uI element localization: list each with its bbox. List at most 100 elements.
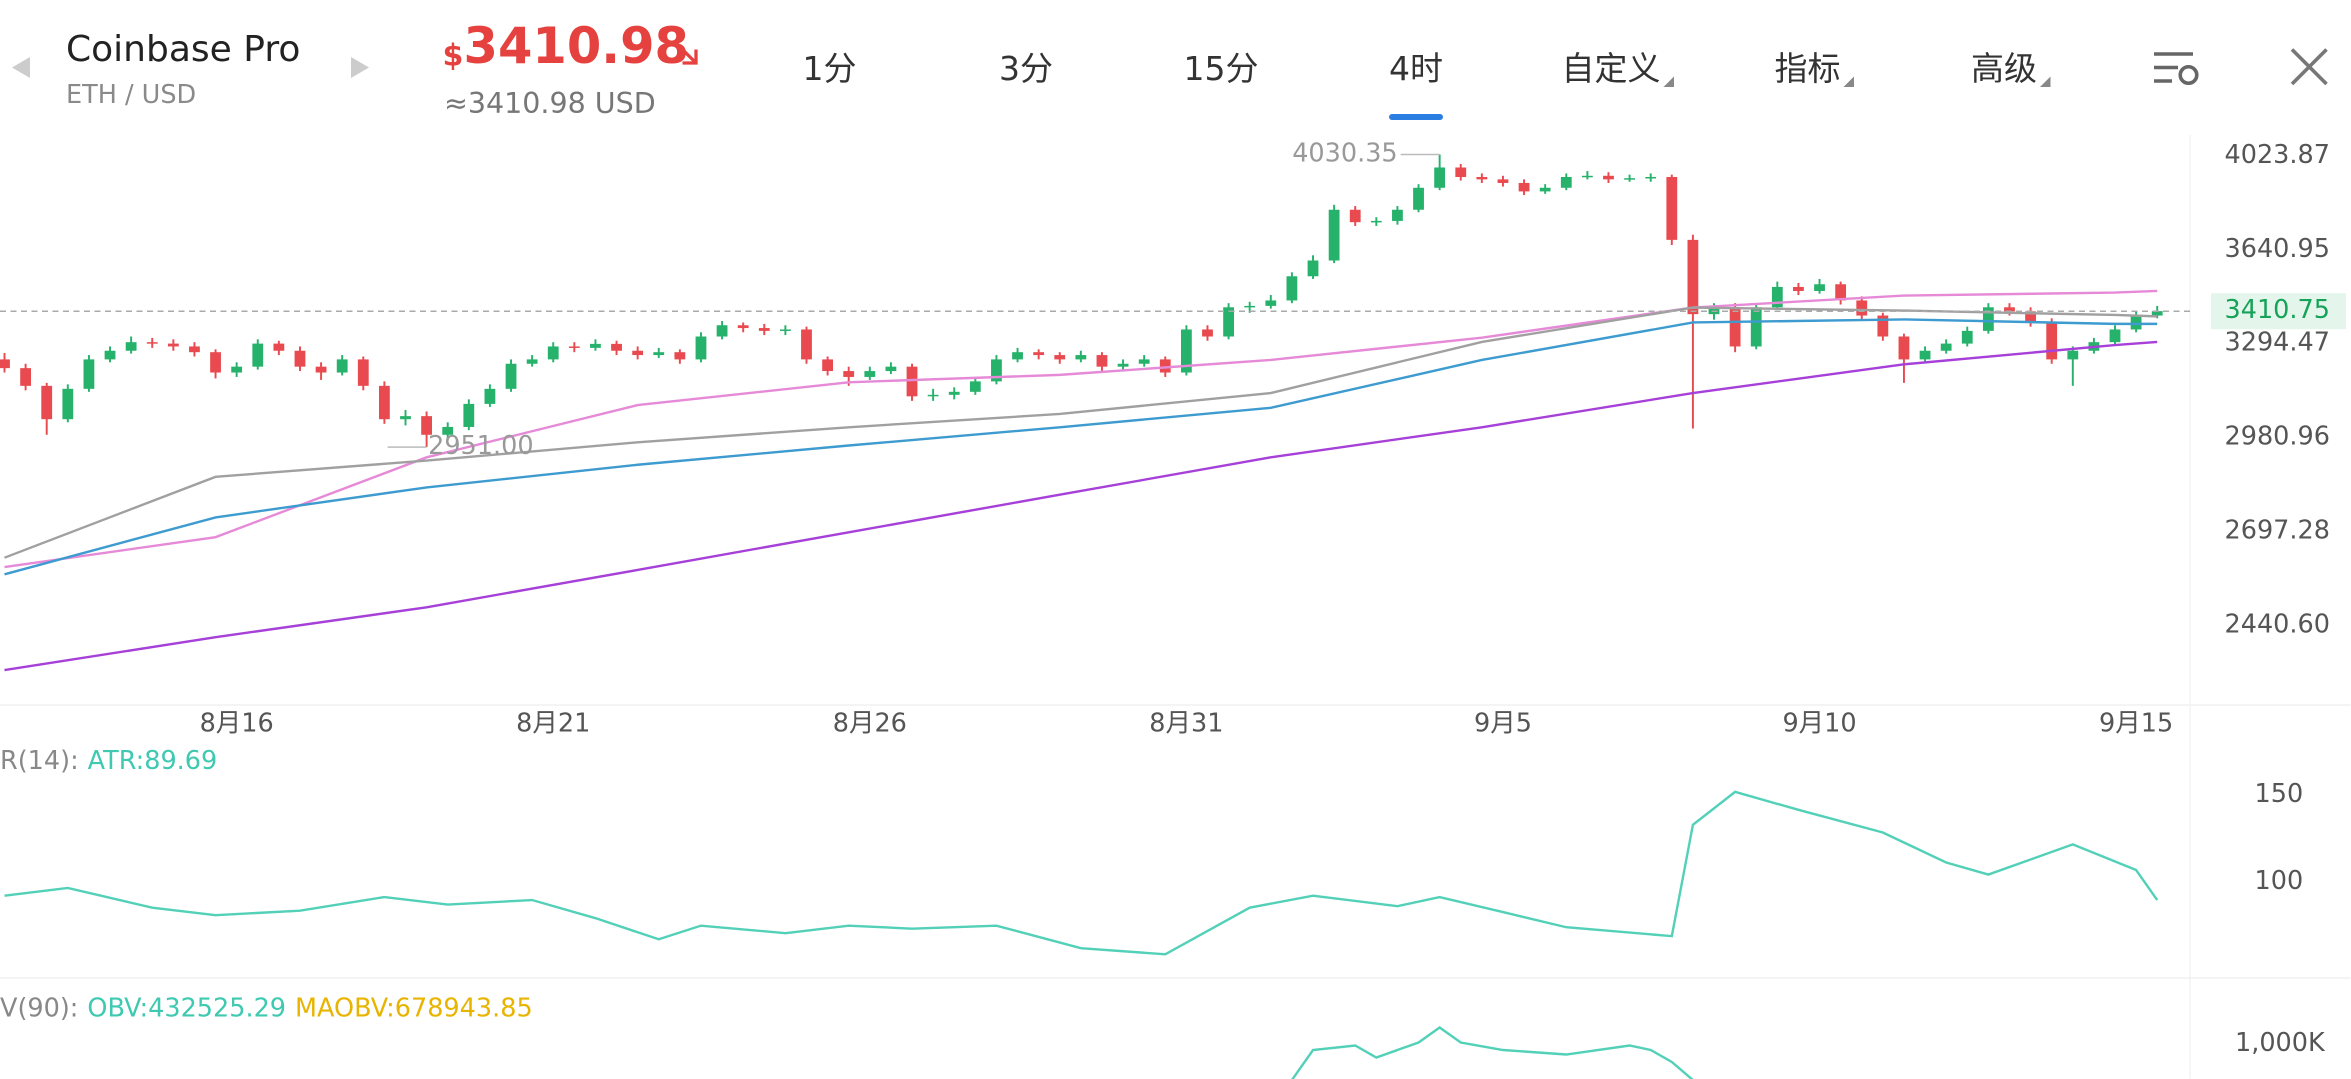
candle-body [357,359,369,386]
last-price-box [2211,293,2347,330]
prev-arrow[interactable] [12,57,31,79]
approx-price: ≈3410.98 USD [444,87,656,120]
candle-body [674,352,686,360]
candle-body [1497,179,1509,183]
candle-body [1856,300,1868,316]
candle-body [1603,175,1614,180]
candle-body [1244,305,1256,308]
candle-body [252,343,264,367]
candle-body [1539,187,1551,192]
line-series [4,289,2158,569]
candle-body [315,366,327,373]
candle-body [146,342,158,344]
candle-body [1518,182,1530,192]
annotation: 4030.35 [1292,139,1397,169]
candle-body [0,359,10,369]
candle-body [1202,329,1213,337]
tab[interactable]: 4时 [1389,49,1443,88]
candle-body [20,368,32,386]
candle-body [1307,260,1319,277]
tab[interactable]: 自定义 [1562,49,1661,88]
y-tick-label: 150 [2255,779,2304,809]
candle-body [1012,352,1023,360]
candle-body [568,346,580,348]
exchange: Coinbase Pro [66,29,300,70]
line-series [4,318,2158,576]
candle-body [822,359,833,372]
candle-body [1455,167,1467,177]
candle-body [1033,352,1045,356]
candle-body [1096,355,1108,367]
candle-body [611,343,622,351]
tab[interactable]: 指标 [1775,49,1841,88]
candle-body [1645,176,1657,179]
line-series [4,306,2158,559]
y-tick-label: 1,000K [2235,1028,2326,1058]
candle-body [2025,311,2036,323]
indicator-name: R(14): [0,746,79,776]
tab[interactable]: 高级 [1971,49,2037,88]
last-price-label: 3410.75 [2225,295,2330,325]
candle-body [885,366,897,372]
y-tick-label: 2980.96 [2225,422,2330,452]
candle-body [83,359,95,389]
candle-body [1117,363,1129,367]
candle-body [1159,359,1171,373]
candle-body [779,329,791,331]
candle-body [1075,355,1087,360]
line-series [1291,1026,1694,1079]
candle-body [2046,322,2058,360]
candle-body [716,325,728,337]
candle-body [484,388,496,404]
candle-body [969,381,981,392]
candle-body [2130,315,2142,330]
x-tick-label: 9月5 [1474,709,1532,739]
x-tick-label: 8月16 [200,709,274,739]
candle-body [1919,350,1931,360]
x-tick-label: 8月26 [833,709,907,739]
candle-body [948,391,960,395]
x-tick-label: 8月21 [516,709,590,739]
candle-body [62,388,74,420]
candle-body [231,366,243,373]
candle-body [547,346,559,360]
candle-body [1750,307,1762,347]
tab[interactable]: 3分 [999,49,1053,88]
tab[interactable]: 1分 [803,49,857,88]
y-tick-label: 2440.60 [2225,609,2330,639]
legend-entry: ATR:89.69 [88,746,218,776]
legend-entry: OBV:432525.29 [87,994,286,1024]
plot: 4023.87 3640.95 3294.47 2980.96 2697.28 2440.… [0,139,2347,1079]
x-tick-label: 9月10 [1782,709,1856,739]
candle-body [336,359,348,373]
candle-body [801,329,812,360]
candle-body [843,371,855,377]
candle-body [737,325,749,329]
line-series [4,790,2159,956]
close-button[interactable] [2290,48,2328,86]
candle-body [167,343,179,347]
candle-body [273,343,285,351]
y-tick-label: 3640.95 [2225,234,2330,264]
candle-body [653,352,665,356]
candle-body [526,359,538,364]
candle-body [1413,187,1424,210]
candle-body [632,350,644,356]
candle-body [1898,336,1910,360]
candle-body [104,350,116,360]
candle-body [758,328,770,331]
candle-body [1624,178,1635,180]
candle-body [1434,167,1446,188]
tab[interactable]: 15分 [1184,49,1259,88]
down-arrow [673,40,698,65]
candle-body [1835,284,1847,301]
candle-body [41,385,53,420]
candle-body [400,416,411,420]
settings-icon[interactable] [2154,52,2199,86]
candle-body [2067,350,2079,360]
y-tick-label: 3294.47 [2225,328,2330,358]
candle-body [463,403,475,427]
next-arrow[interactable] [351,57,370,79]
